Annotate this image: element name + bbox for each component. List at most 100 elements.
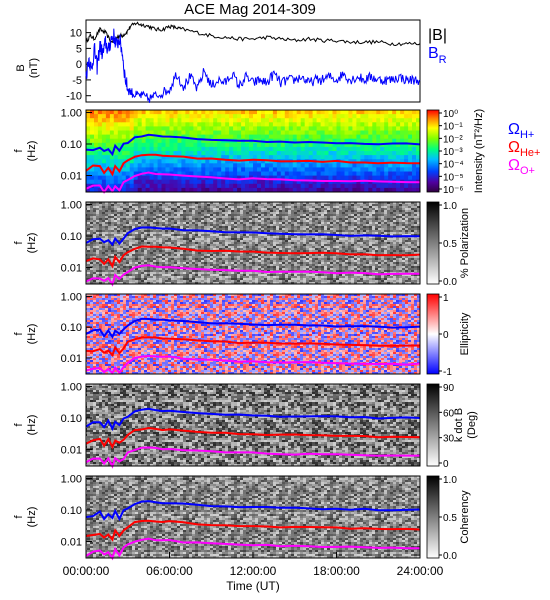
spectrogram-cell — [336, 134, 341, 140]
spectrogram-cell — [380, 122, 385, 127]
spectrogram-cell — [360, 151, 365, 156]
spectrogram-cell — [241, 159, 246, 164]
spectrogram-cell — [94, 142, 99, 148]
spectrogram-cell — [241, 179, 246, 185]
polarization-panel: 1.000.100.01f (Hz)1.00.50.0% Polarization — [13, 199, 471, 288]
spectrogram-cell — [380, 171, 385, 177]
spectrogram-cell — [177, 142, 182, 148]
spectrogram-cell — [264, 179, 270, 185]
spectrogram-cell — [348, 142, 353, 148]
spectrogram-cell — [173, 171, 178, 177]
spectrogram-cell — [276, 171, 282, 177]
spectrogram-cell — [364, 146, 369, 152]
spectrogram-cell — [121, 110, 127, 115]
spectrogram-cell — [209, 167, 214, 172]
spectrogram-cell — [90, 130, 95, 136]
spectrogram-cell — [336, 130, 341, 136]
spectrogram-cell — [276, 175, 282, 181]
spectrogram-cell — [288, 167, 294, 172]
spectrogram-cell — [97, 146, 103, 152]
y-tick-label: 0 — [76, 59, 82, 71]
spectrogram-cell — [169, 155, 174, 160]
spectrogram-cell — [257, 187, 262, 193]
spectrogram-cell — [213, 142, 218, 148]
spectrogram-cell — [257, 171, 262, 177]
spectrogram-cell — [284, 175, 290, 181]
colorbar-tick-label: 0.0 — [443, 277, 457, 288]
spectrogram-cell — [185, 163, 190, 168]
spectrogram-cell — [193, 167, 198, 172]
spectrogram-cell — [316, 163, 322, 168]
spectrogram-cell — [153, 122, 159, 127]
spectrogram-cell — [348, 126, 353, 131]
spectrogram-cell — [113, 110, 119, 115]
spectrogram-cell — [272, 187, 278, 193]
spectrogram-cell — [261, 167, 266, 172]
spectrogram-cell — [113, 187, 119, 193]
spectrogram-cell — [86, 159, 91, 164]
spectrogram-cell — [364, 134, 369, 140]
spectrogram-cell — [181, 138, 186, 144]
spectrogram-cell — [396, 126, 401, 131]
spectrogram-cell — [296, 118, 302, 123]
spectrogram-cell — [249, 183, 254, 189]
spectrogram-cell — [237, 134, 242, 140]
spectrogram-cell — [416, 118, 421, 123]
spectrogram-cell — [129, 126, 135, 131]
spectrogram-cell — [376, 130, 381, 136]
spectrogram-cell — [320, 142, 326, 148]
spectrogram-cell — [272, 126, 278, 131]
spectrogram-cell — [117, 151, 123, 156]
spectrogram-cell — [105, 110, 111, 115]
spectrogram-cell — [145, 187, 151, 193]
spectrogram-cell — [316, 134, 322, 140]
spectrogram-cell — [233, 155, 238, 160]
spectrogram-cell — [380, 155, 385, 160]
spectrogram-cell — [205, 138, 210, 144]
spectrogram-cell — [257, 122, 262, 127]
spectrogram-cell — [185, 110, 190, 115]
y-tick-label: 5 — [76, 43, 82, 55]
spectrogram-cell — [416, 155, 421, 160]
spectrogram-cell — [221, 163, 226, 168]
spectrogram-cell — [233, 171, 238, 177]
spectrogram-cell — [145, 159, 151, 164]
spectrogram-cell — [197, 187, 202, 193]
spectrogram-cell — [292, 134, 298, 140]
spectrogram-cell — [153, 146, 159, 152]
spectrogram-cell — [213, 114, 218, 119]
colorbar-tick-label: 10⁰ — [443, 109, 458, 120]
spectrogram-cell — [396, 159, 401, 164]
spectrogram-cell — [272, 146, 278, 152]
spectrogram-cell — [312, 134, 318, 140]
spectrogram-cell — [356, 142, 361, 148]
spectrogram-cell — [292, 163, 298, 168]
spectrogram-cell — [201, 142, 206, 148]
spectrogram-cell — [181, 130, 186, 136]
spectrogram-cell — [221, 167, 226, 172]
spectrogram-cell — [380, 110, 385, 115]
spectrogram-cell — [153, 151, 159, 156]
spectrogram-cell — [416, 187, 421, 193]
spectrogram-cell — [149, 126, 155, 131]
spectrogram-cell — [340, 167, 345, 172]
spectrogram-cell — [137, 146, 143, 152]
spectrogram-cell — [356, 126, 361, 131]
spectrogram-cell — [268, 175, 274, 181]
spectrogram-cell — [94, 187, 99, 193]
colorbar-tick-label: 0 — [443, 330, 449, 341]
spectrogram-cell — [344, 163, 349, 168]
spectrogram-cell — [268, 146, 274, 152]
spectrogram-cell — [177, 138, 182, 144]
y-axis-label: f — [13, 149, 25, 153]
spectrogram-cell — [392, 167, 397, 172]
spectrogram-cell — [392, 155, 397, 160]
spectrogram-cell — [304, 151, 310, 156]
spectrogram-cell — [201, 155, 206, 160]
spectrogram-cell — [169, 175, 174, 181]
spectrogram-cell — [312, 163, 318, 168]
spectrogram-cell — [308, 134, 314, 140]
spectrogram-cell — [348, 122, 353, 127]
spectrogram-cell — [241, 118, 246, 123]
spectrogram-cell — [153, 114, 159, 119]
